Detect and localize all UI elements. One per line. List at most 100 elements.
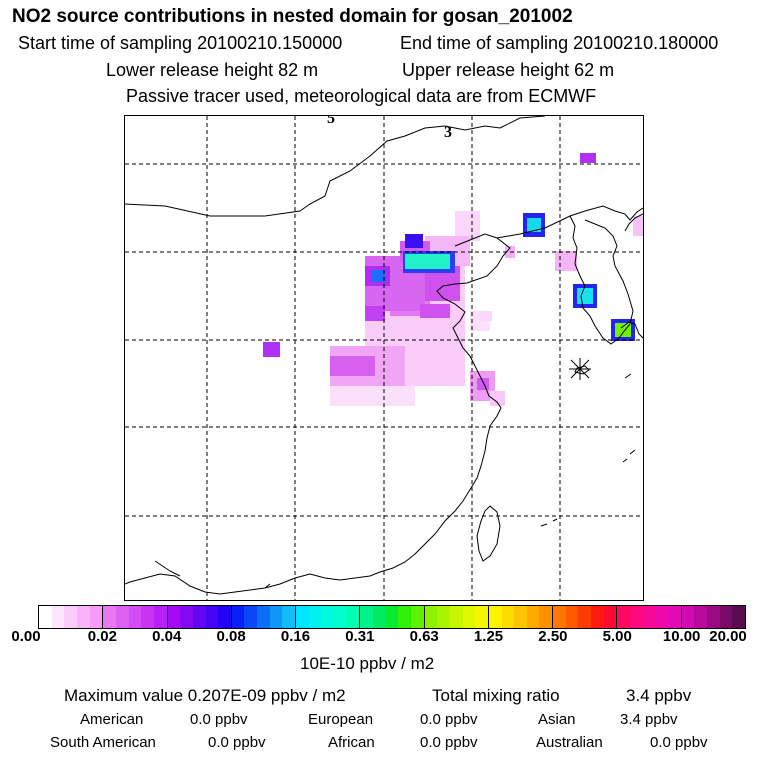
islands-ryukyu [540, 373, 636, 527]
colorbar-swatch [51, 606, 65, 628]
start-time: Start time of sampling 20100210.150000 [18, 33, 343, 53]
upper-release-height: Upper release height 62 m [402, 60, 615, 80]
colorbar-swatch [231, 606, 245, 628]
colorbar-tick-label: 0.04 [152, 628, 182, 645]
island-taiwan [476, 505, 501, 562]
island-jeju [574, 365, 590, 375]
plume-cell [555, 251, 577, 271]
coastlines [125, 116, 643, 595]
colorbar-swatch [410, 606, 424, 628]
colorbar-swatch [372, 606, 386, 628]
colorbar-swatch [103, 606, 116, 628]
colorbar-swatch [346, 606, 360, 628]
plume-cell [405, 234, 423, 248]
colorbar-swatch [296, 606, 309, 628]
colorbar-swatch [553, 606, 566, 628]
coastline-japan [620, 213, 643, 339]
lower-release-height: Lower release height 82 m [106, 60, 319, 80]
colorbar-swatch [308, 606, 322, 628]
colorbar-swatch [321, 606, 335, 628]
region-name-asian: Asian [538, 711, 576, 728]
colorbar-swatch [591, 606, 604, 628]
colorbar-tick-label: 0.31 [345, 628, 375, 645]
colorbar-segment [553, 606, 618, 628]
plume-cell [577, 288, 593, 304]
contour-label: 3 [444, 124, 452, 141]
contour-label: 5 [327, 115, 335, 127]
border-interior [154, 560, 271, 589]
colorbar-segment [488, 606, 554, 628]
tracer-note: Passive tracer used, meteorological data… [126, 86, 597, 106]
colorbar-swatch [205, 606, 219, 628]
colorbar-swatch [488, 606, 502, 628]
region-name-african: African [328, 734, 375, 751]
colorbar-swatch [617, 606, 631, 628]
region-value-african: 0.0 ppbv [420, 734, 478, 751]
colorbar-segment [617, 606, 682, 628]
plume-cell [405, 254, 450, 269]
plume-cell [371, 270, 385, 282]
colorbar-tick-label: 2.50 [538, 628, 568, 645]
colorbar-tick-label: 20.00 [709, 628, 747, 645]
colorbar-swatch [526, 606, 540, 628]
colorbar-swatch [668, 606, 681, 628]
colorbar-swatch [360, 606, 373, 628]
colorbar-swatch [462, 606, 476, 628]
colorbar-swatch [642, 606, 656, 628]
colorbar-swatch [192, 606, 206, 628]
colorbar-segment [231, 606, 297, 628]
plume-cell [263, 342, 280, 357]
region-value-american: 0.0 ppbv [190, 711, 248, 728]
colorbar-swatch [398, 606, 411, 628]
colorbar [38, 605, 746, 629]
colorbar-swatch [514, 606, 527, 628]
colorbar-swatch [180, 606, 193, 628]
end-time: End time of sampling 20100210.180000 [400, 33, 719, 53]
colorbar-swatch [539, 606, 553, 628]
plume-cell [615, 323, 631, 337]
colorbar-swatch [655, 606, 669, 628]
receptor-marker [569, 358, 591, 380]
colorbar-segment [39, 606, 104, 628]
colorbar-swatch [449, 606, 463, 628]
concentration-plumes [263, 153, 643, 406]
region-value-asian: 3.4 ppbv [620, 711, 678, 728]
colorbar-swatch [630, 606, 643, 628]
colorbar-swatch [385, 606, 399, 628]
colorbar-swatch [76, 606, 90, 628]
plume-cell [580, 153, 596, 163]
colorbar-tick-label: 0.00 [11, 628, 41, 645]
colorbar-swatch [244, 606, 258, 628]
coastline-north-border [125, 116, 546, 217]
colorbar-segment [167, 606, 232, 628]
colorbar-segment [103, 606, 168, 628]
plume-cell [330, 386, 415, 406]
colorbar-swatch [128, 606, 142, 628]
colorbar-swatch [89, 606, 103, 628]
colorbar-swatch [706, 606, 720, 628]
plume-cell [330, 356, 375, 376]
colorbar-swatch [694, 606, 707, 628]
colorbar-swatch [501, 606, 515, 628]
plume-cell [527, 218, 541, 232]
plume-cell [480, 311, 492, 321]
colorbar-swatch [167, 606, 181, 628]
colorbar-tick-label: 0.02 [87, 628, 117, 645]
colorbar-swatch [475, 606, 488, 628]
region-name-australian: Australian [536, 734, 603, 751]
graticule [125, 116, 643, 600]
colorbar-tick-label: 0.63 [409, 628, 439, 645]
colorbar-tick-label: 5.00 [602, 628, 632, 645]
colorbar-segment [681, 606, 745, 628]
colorbar-swatch [141, 606, 154, 628]
colorbar-segment [296, 606, 361, 628]
colorbar-unit: 10E-10 ppbv / m2 [300, 654, 435, 673]
colorbar-swatch [732, 606, 745, 628]
colorbar-tick-label: 1.25 [473, 628, 504, 645]
colorbar-swatch [334, 606, 347, 628]
coastline-bohai [125, 233, 511, 595]
colorbar-swatch [115, 606, 129, 628]
region-value-south-american: 0.0 ppbv [208, 734, 266, 751]
colorbar-swatch [437, 606, 450, 628]
colorbar-swatch [578, 606, 592, 628]
